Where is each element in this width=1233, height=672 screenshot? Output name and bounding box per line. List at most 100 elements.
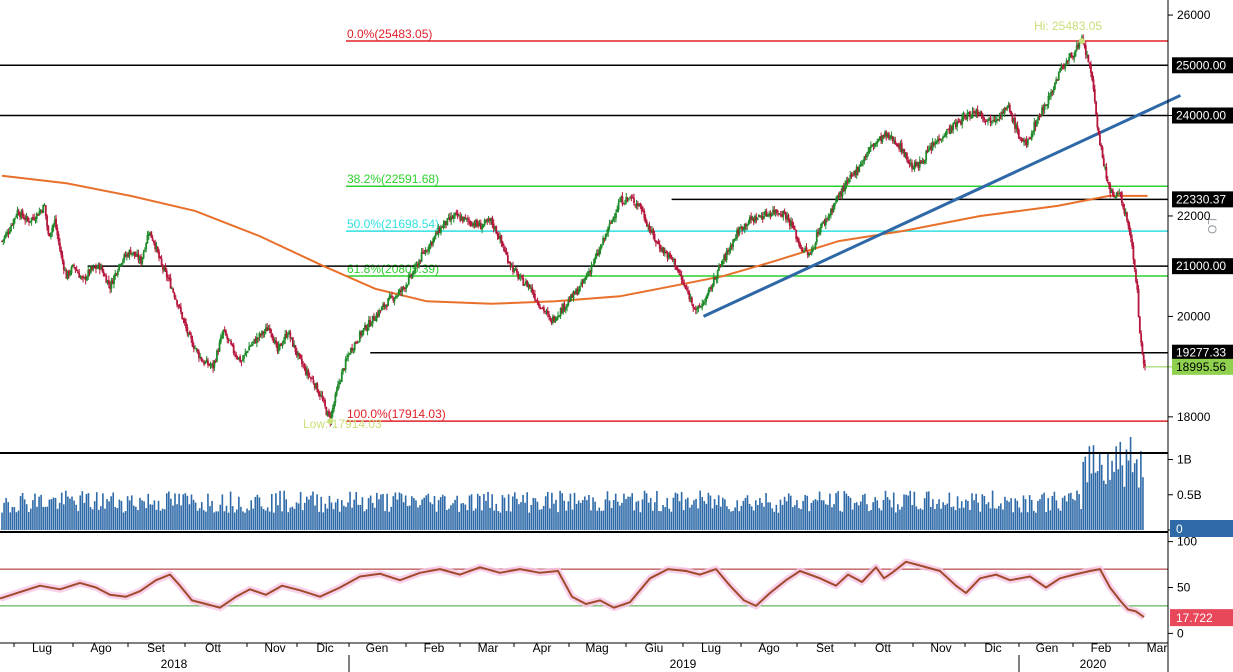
candle-body [904,152,907,157]
candle [764,209,767,217]
candle-body [190,335,193,339]
candle [679,269,682,277]
volume-bar [588,494,590,530]
candle-body [168,277,171,279]
volume-bar [312,491,314,530]
volume-bar [314,505,316,530]
candle [7,228,10,239]
candle-body [330,412,333,424]
candle-body [748,216,751,223]
price-tag-1 [1172,107,1233,124]
candle-body [746,224,749,226]
candle-body [410,275,413,277]
candle-body [844,183,846,192]
candle-body [456,212,459,217]
candle-body [559,308,562,317]
volume-bar [1012,512,1014,530]
candle [44,205,47,220]
month-label: Dic [984,641,1001,655]
candle-body [268,327,271,331]
volume-bar [145,508,147,530]
candle-body [397,291,400,296]
candle-body [630,196,633,198]
candle-body [813,247,816,249]
volume-bar [627,496,629,530]
candle-body [750,216,753,220]
volume-panel [1,437,1144,530]
candle-body [827,216,830,219]
volume-bar [378,499,380,530]
candle-body [862,161,865,163]
candle [160,255,163,267]
volume-bar [421,499,423,530]
candle [797,237,800,247]
candle-body [993,120,996,122]
candle [608,219,611,231]
candle-body [343,368,346,370]
volume-bar [34,493,36,530]
volume-bar [285,499,288,530]
candle-body [958,121,961,123]
candle [620,195,623,203]
candle [369,316,372,328]
volume-bar [468,495,471,530]
volume-bar [431,504,434,530]
candle-body [760,216,763,218]
candle-body [403,287,406,289]
volume-bar [406,506,409,530]
candle [1063,63,1065,70]
candle-body [1,240,3,242]
volume-bar [927,491,930,530]
candle-body [730,245,733,248]
candle-body [449,217,451,221]
candle-body [831,208,834,213]
candle-body [69,272,72,275]
candle-body [1060,65,1063,70]
candle-body [998,116,1001,119]
candle-body [147,233,150,236]
candle-body [375,314,378,321]
candle [923,159,926,165]
candle-body [898,146,901,150]
candle [310,376,312,383]
candle-body [604,233,607,240]
candle [1138,315,1141,334]
candle-body [258,333,261,338]
volume-bar [833,504,835,530]
candle-body [1012,118,1015,123]
candle [87,266,90,280]
candle-body [230,341,233,345]
candle-body [905,152,908,160]
volume-bar [108,501,110,530]
candle [101,264,104,273]
candle [606,229,608,237]
candle-body [88,269,91,273]
trend-line [702,94,1182,318]
candle [69,270,72,277]
x-axis: Lug Ago Set Ott Nov Dic Gen Feb Mar Apr Mag Giu Lug A… [13,641,1167,672]
candle-body [745,223,747,227]
volume-bar [983,495,986,530]
candle-body [674,259,677,268]
candle-body [963,116,966,118]
candle [82,274,84,283]
candle-body [1088,62,1091,65]
candle [451,215,454,220]
volume-bar [689,507,691,530]
candle [337,380,339,392]
candle [913,160,916,172]
candle [768,210,771,218]
candle-body [317,391,320,395]
volume-bar [11,507,14,530]
volume-bar [777,512,780,530]
volume-bar [429,502,432,530]
candle [537,300,540,308]
candle [1015,122,1018,133]
volume-bar [598,507,601,530]
candle [616,205,619,213]
volume-bar [534,498,537,530]
candle [612,216,615,222]
candle [703,298,706,306]
candle-body [391,295,393,298]
candle [696,306,698,314]
